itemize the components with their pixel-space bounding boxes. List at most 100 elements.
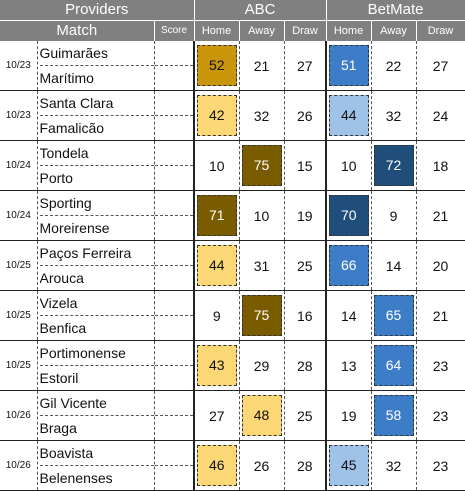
match-teams: Vizela Benfica (37, 290, 155, 341)
highlight-box: 48 (241, 395, 282, 436)
home-team-name: Boavista (39, 441, 154, 466)
highlight-box: 45 (329, 445, 369, 486)
table-row: 10/24 Sporting Moreirense 71 10 19 70 9 21 (0, 190, 465, 241)
highlight-box: 71 (197, 195, 237, 236)
away-team-name: Famalicão (39, 120, 105, 136)
abc-away-value: 75 (239, 140, 285, 191)
betmate-home-value: 66 (326, 240, 372, 291)
highlight-box: 75 (241, 295, 282, 336)
match-teams: Santa Clara Famalicão (37, 90, 155, 141)
match-date: 10/26 (0, 390, 38, 441)
header-row-columns: Match Score Home Away Draw Home Away Dra… (0, 20, 465, 41)
abc-draw-value: 25 (284, 390, 328, 441)
abc-draw-value: 19 (284, 190, 328, 241)
abc-away-value: 21 (239, 41, 285, 91)
abc-home-value: 42 (194, 90, 240, 141)
home-team-name: Sporting (39, 191, 154, 216)
home-team-name: Paços Ferreira (39, 241, 154, 266)
score-cell (154, 90, 196, 141)
home-team-name: Santa Clara (39, 91, 154, 116)
match-teams: Guimarães Marítimo (37, 41, 155, 91)
betmate-draw-value: 23 (416, 340, 465, 391)
highlight-box: 43 (197, 345, 237, 386)
abc-home-value: 27 (194, 390, 240, 441)
table-row: 10/26 Boavista Belenenses 46 26 28 45 32 23 (0, 440, 465, 491)
betmate-away-value: 64 (371, 340, 417, 391)
highlight-box: 44 (197, 245, 237, 286)
betmate-home-value: 19 (326, 390, 372, 441)
betmate-draw-value: 21 (416, 290, 465, 341)
match-date: 10/24 (0, 140, 38, 191)
score-cell (154, 240, 196, 291)
highlight-box: 64 (373, 345, 414, 386)
match-date: 10/23 (0, 90, 38, 141)
highlight-box: 44 (329, 95, 369, 136)
betmate-draw-value: 24 (416, 90, 465, 141)
highlight-box: 51 (329, 45, 369, 86)
abc-draw-value: 27 (284, 41, 328, 91)
provider-header-betmate: BetMate (326, 0, 465, 21)
betmate-away-value: 65 (371, 290, 417, 341)
score-cell (154, 390, 196, 441)
abc-away-value: 10 (239, 190, 285, 241)
score-cell (154, 140, 196, 191)
abc-away-value: 29 (239, 340, 285, 391)
betmate-away-value: 58 (371, 390, 417, 441)
score-cell (154, 290, 196, 341)
highlight-box: 46 (197, 445, 237, 486)
betmate-away-header: Away (371, 20, 417, 41)
abc-draw-value: 15 (284, 140, 328, 191)
betmate-draw-header: Draw (416, 20, 465, 41)
abc-home-value: 71 (194, 190, 240, 241)
highlight-box: 75 (241, 145, 282, 186)
score-header: Score (154, 20, 195, 41)
highlight-box: 52 (197, 45, 237, 86)
match-date: 10/25 (0, 240, 38, 291)
betmate-away-value: 32 (371, 90, 417, 141)
match-date: 10/26 (0, 440, 38, 491)
away-team-name: Marítimo (39, 70, 94, 86)
home-team-name: Vizela (39, 291, 154, 316)
abc-draw-value: 26 (284, 90, 328, 141)
highlight-box: 65 (373, 295, 414, 336)
abc-draw-header: Draw (284, 20, 327, 41)
away-team-name: Porto (39, 170, 73, 186)
provider-header-abc: ABC (194, 0, 327, 21)
betmate-draw-value: 21 (416, 190, 465, 241)
abc-home-value: 10 (194, 140, 240, 191)
away-team-name: Moreirense (39, 220, 110, 236)
highlight-box: 70 (329, 195, 369, 236)
away-team-name: Braga (39, 420, 77, 436)
betmate-draw-value: 18 (416, 140, 465, 191)
abc-draw-value: 16 (284, 290, 328, 341)
match-teams: Boavista Belenenses (37, 440, 155, 491)
away-team-name: Estoril (39, 370, 79, 386)
highlight-box: 72 (373, 145, 414, 186)
home-team-name: Portimonense (39, 341, 154, 366)
table-row: 10/25 Vizela Benfica 9 75 16 14 65 21 (0, 290, 465, 341)
betmate-draw-value: 20 (416, 240, 465, 291)
match-date: 10/23 (0, 41, 38, 91)
betmate-home-value: 51 (326, 41, 372, 91)
table-row: 10/25 Paços Ferreira Arouca 44 31 25 66 14 20 (0, 240, 465, 291)
score-cell (154, 440, 196, 491)
match-header: Match (0, 20, 155, 41)
betmate-away-value: 32 (371, 440, 417, 491)
table-row: 10/26 Gil Vicente Braga 27 48 25 19 58 23 (0, 390, 465, 441)
match-teams: Tondela Porto (37, 140, 155, 191)
betmate-away-value: 14 (371, 240, 417, 291)
abc-home-value: 43 (194, 340, 240, 391)
score-cell (154, 41, 196, 91)
match-date: 10/25 (0, 340, 38, 391)
betmate-draw-value: 23 (416, 390, 465, 441)
betmate-home-value: 14 (326, 290, 372, 341)
abc-away-value: 26 (239, 440, 285, 491)
match-teams: Paços Ferreira Arouca (37, 240, 155, 291)
betmate-away-value: 22 (371, 41, 417, 91)
abc-away-value: 32 (239, 90, 285, 141)
abc-draw-value: 28 (284, 340, 328, 391)
betmate-away-value: 9 (371, 190, 417, 241)
away-team-name: Benfica (39, 320, 87, 336)
away-team-name: Belenenses (39, 470, 113, 486)
